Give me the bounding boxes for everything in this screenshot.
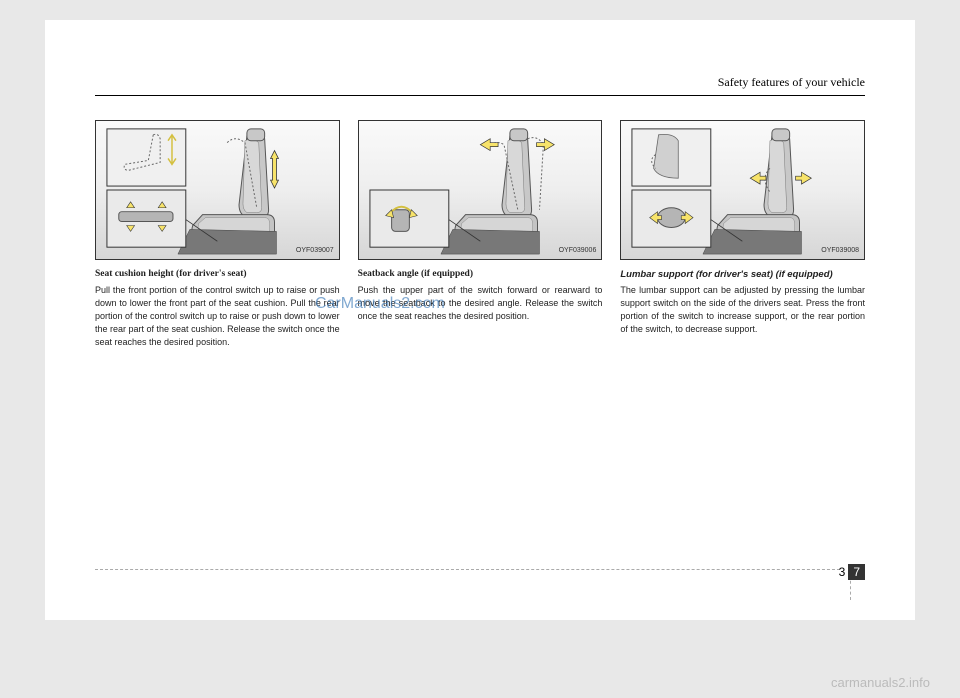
- figure-label: OYF039007: [296, 246, 334, 256]
- figure-seatback-angle: OYF039006: [358, 120, 603, 260]
- column-3: OYF039008 Lumbar support (for driver's s…: [620, 120, 865, 349]
- up-down-arrow-icon: [271, 151, 279, 188]
- figure-lumbar-support: OYF039008: [620, 120, 865, 260]
- lumbar-illustration: [621, 121, 864, 259]
- page-number: 3 7: [836, 564, 865, 580]
- watermark-footer: carmanuals2.info: [831, 675, 930, 690]
- section-body: Push the upper part of the switch forwar…: [358, 284, 603, 323]
- figure-label: OYF039006: [559, 246, 597, 256]
- section-body: The lumbar support can be adjusted by pr…: [620, 284, 865, 336]
- figure-label: OYF039008: [821, 246, 859, 256]
- figure-seat-cushion-height: OYF039007: [95, 120, 340, 260]
- header-rule: [95, 95, 865, 96]
- section-heading: Seatback angle (if equipped): [358, 268, 603, 282]
- seatback-angle-illustration: [359, 121, 602, 259]
- column-2: OYF039006 Seatback angle (if equipped) P…: [358, 120, 603, 349]
- footer-dotted-rule: [95, 569, 840, 570]
- section-body: Pull the front portion of the control sw…: [95, 284, 340, 349]
- manual-page: Safety features of your vehicle CarManua…: [45, 20, 915, 620]
- section-heading: Seat cushion height (for driver's seat): [95, 268, 340, 282]
- seat-height-illustration: [96, 121, 339, 259]
- content-columns: OYF039007 Seat cushion height (for drive…: [95, 120, 865, 349]
- column-1: OYF039007 Seat cushion height (for drive…: [95, 120, 340, 349]
- page-number-value: 7: [848, 564, 865, 580]
- page-title: Safety features of your vehicle: [718, 75, 865, 90]
- section-number: 3: [836, 564, 849, 580]
- section-heading: Lumbar support (for driver's seat) (if e…: [620, 268, 865, 282]
